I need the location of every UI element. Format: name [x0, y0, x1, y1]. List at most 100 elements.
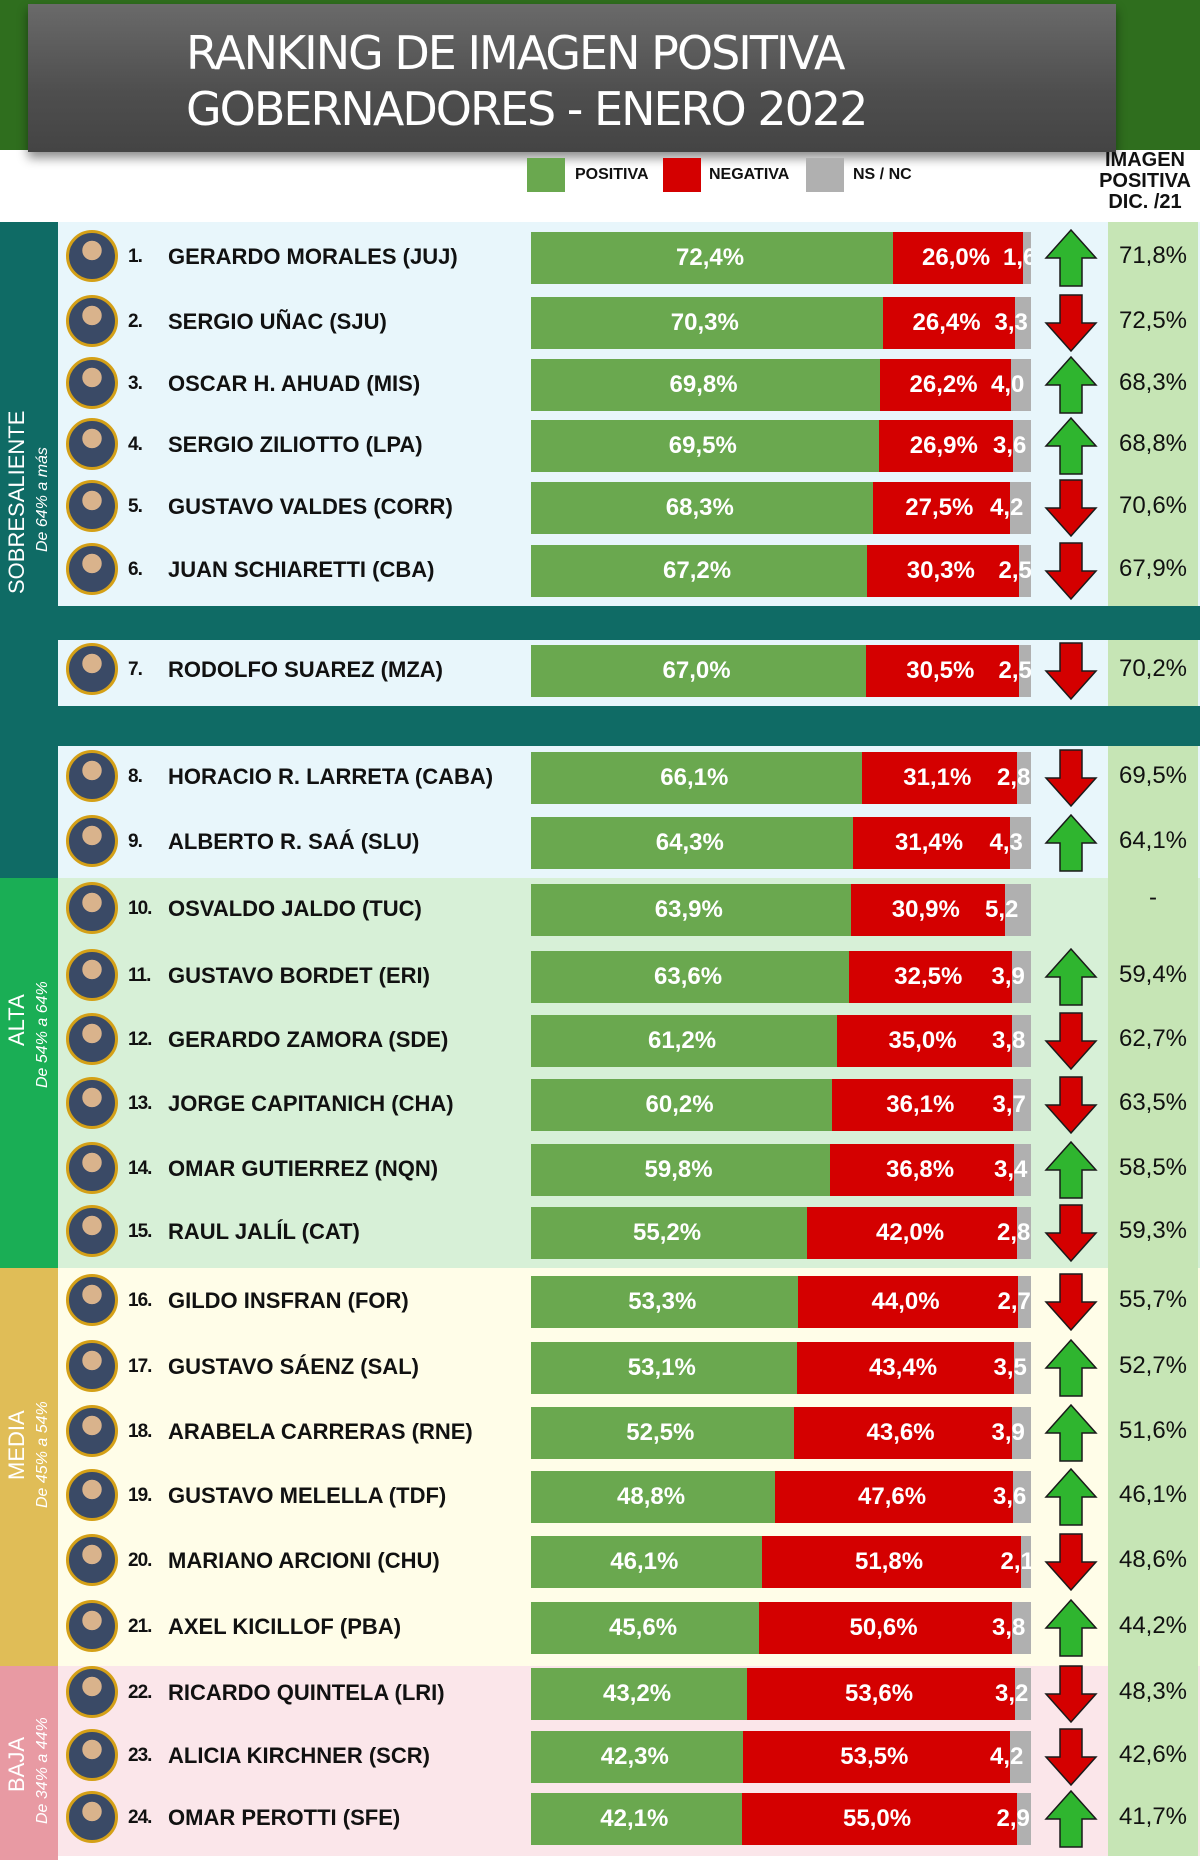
table-row: 3. OSCAR H. AHUAD (MIS) 69,8% 26,2% 4,0 68,3%: [0, 355, 1200, 415]
arrow-down-icon: [1044, 479, 1098, 538]
avatar: [66, 1791, 118, 1843]
bar-positive: [531, 420, 879, 472]
bar-negative: [882, 297, 1015, 349]
table-row: 1. GERARDO MORALES (JUJ) 72,4% 26,0% 1,6 71,8…: [0, 228, 1200, 288]
rank-number: 20.: [128, 1550, 152, 1571]
previous-image-header: IMAGEN POSITIVA DIC. /21: [1090, 150, 1200, 213]
avatar: [66, 1142, 118, 1194]
governor-name: GILDO INSFRAN (FOR): [168, 1288, 409, 1313]
trend-arrow-shape: [1044, 1403, 1098, 1462]
avatar: [66, 949, 118, 1001]
table-row: 24. OMAR PEROTTI (SFE) 42,1% 55,0% 2,9 41,7%: [0, 1789, 1200, 1849]
arrow-down-icon: [1044, 1076, 1098, 1135]
bar-positive: [531, 1668, 747, 1720]
rank-number: 23.: [128, 1745, 152, 1766]
bar-ns: [1020, 1536, 1031, 1588]
bar-ns: [1014, 1144, 1031, 1196]
avatar: [66, 750, 118, 802]
avatar: [66, 1534, 118, 1586]
stacked-bar: 53,1% 43,4% 3,5: [531, 1342, 1031, 1394]
stacked-bar: 42,1% 55,0% 2,9: [531, 1793, 1031, 1845]
rank-number: 18.: [128, 1421, 152, 1442]
trend-arrow-shape: [1044, 416, 1098, 475]
stacked-bar: 67,0% 30,5% 2,5: [531, 645, 1031, 697]
rank-number: 9.: [128, 831, 143, 852]
separator-1: [0, 606, 1200, 640]
previous-column-bg-3: [1108, 746, 1198, 1856]
trend-arrow-shape: [1044, 1338, 1098, 1397]
title-box: RANKING DE IMAGEN POSITIVA GOBERNADORES …: [28, 4, 1116, 152]
arrow-down-icon: [1044, 642, 1098, 701]
negative-value-label: 32,5%: [894, 963, 963, 990]
legend-ns-label: NS / NC: [853, 166, 912, 183]
governor-name: ARABELA CARRERAS (RNE): [168, 1419, 473, 1444]
trend-arrow-shape: [1044, 642, 1098, 701]
table-row: 9. ALBERTO R. SAÁ (SLU) 64,3% 31,4% 4,3 64,1%: [0, 813, 1200, 873]
previous-image-value: 48,6%: [1118, 1546, 1188, 1573]
stacked-bar: 64,3% 31,4% 4,3: [531, 817, 1031, 869]
table-row: 2. SERGIO UÑAC (SJU) 70,3% 26,4% 3,3 72,5%: [0, 293, 1200, 353]
arrow-up-icon: [1044, 416, 1098, 475]
trend-arrow-shape: [1044, 1076, 1098, 1135]
avatar: [66, 1077, 118, 1129]
bar-positive: [531, 1731, 743, 1783]
positive-value-label: 60,2%: [645, 1091, 714, 1118]
stacked-bar: 61,2% 35,0% 3,8: [531, 1015, 1031, 1067]
table-row: 17. GUSTAVO SÁENZ (SAL) 53,1% 43,4% 3,5 52,7%: [0, 1338, 1200, 1398]
governor-name: ALBERTO R. SAÁ (SLU): [168, 829, 420, 854]
positive-value-label: 67,0%: [662, 657, 731, 684]
bar-positive: [531, 884, 851, 936]
stacked-bar: 69,5% 26,9% 3,6: [531, 420, 1031, 472]
trend-arrow-shape: [1044, 1789, 1098, 1848]
rank-number: 13.: [128, 1093, 152, 1114]
trend-arrow-shape: [1044, 1273, 1098, 1332]
previous-image-value: 64,1%: [1118, 827, 1188, 854]
positive-value-label: 53,1%: [627, 1354, 696, 1381]
table-row: 15. RAUL JALÍL (CAT) 55,2% 42,0% 2,8 59,3%: [0, 1203, 1200, 1263]
stacked-bar: 70,3% 26,4% 3,3: [531, 297, 1031, 349]
rank-number: 16.: [128, 1290, 152, 1311]
positive-value-label: 69,5%: [668, 432, 737, 459]
table-row: 19. GUSTAVO MELELLA (TDF) 48,8% 47,6% 3,6 46,…: [0, 1467, 1200, 1527]
positive-value-label: 42,3%: [600, 1743, 669, 1770]
governor-name: AXEL KICILLOF (PBA): [168, 1614, 402, 1639]
negative-value-label: 26,0%: [922, 244, 991, 271]
bar-negative: [832, 1079, 1013, 1131]
governor-name: OMAR GUTIERREZ (NQN): [168, 1156, 439, 1181]
chart-title-line-1: RANKING DE IMAGEN POSITIVA: [186, 26, 846, 80]
bar-positive: [531, 1207, 807, 1259]
negative-value-label: 44,0%: [871, 1288, 940, 1315]
previous-image-value: 71,8%: [1118, 242, 1188, 269]
bar-ns: [1010, 1731, 1031, 1783]
arrow-up-icon: [1044, 1789, 1098, 1848]
stacked-bar: 45,6% 50,6% 3,8: [531, 1602, 1031, 1654]
bar-ns: [1012, 1079, 1031, 1131]
stacked-bar: 42,3% 53,5% 4,2: [531, 1731, 1031, 1783]
trend-arrow-shape: [1044, 1012, 1098, 1071]
trend-arrow-shape: [1044, 1533, 1098, 1592]
rank-number: 5.: [128, 496, 143, 517]
sidebar-alta: ALTA De 54% a 64%: [0, 878, 58, 1268]
negative-value-label: 31,1%: [903, 764, 972, 791]
stacked-bar: 55,2% 42,0% 2,8: [531, 1207, 1031, 1259]
rank-number: 15.: [128, 1221, 152, 1242]
governor-name: ALICIA KIRCHNER (SCR): [168, 1743, 430, 1768]
bar-ns: [1005, 884, 1031, 936]
bar-ns: [1018, 545, 1031, 597]
stacked-bar: 43,2% 53,6% 3,2: [531, 1668, 1031, 1720]
previous-image-value: 55,7%: [1118, 1286, 1188, 1313]
bar-positive: [531, 1602, 759, 1654]
trend-arrow-shape: [1044, 813, 1098, 872]
bar-positive: [531, 752, 862, 804]
bar-negative: [761, 1536, 1021, 1588]
negative-value-label: 36,1%: [886, 1091, 955, 1118]
arrow-up-icon: [1044, 1403, 1098, 1462]
bar-positive: [531, 1144, 830, 1196]
stacked-bar: 67,2% 30,3% 2,5: [531, 545, 1031, 597]
ns-value-label: 4,0: [991, 371, 1025, 398]
legend-positive-label: POSITIVA: [575, 166, 649, 183]
stacked-bar: 52,5% 43,6% 3,9: [531, 1407, 1031, 1459]
stacked-bar: 53,3% 44,0% 2,7: [531, 1276, 1031, 1328]
trend-arrow-shape: [1044, 479, 1098, 538]
arrow-down-icon: [1044, 1665, 1098, 1724]
